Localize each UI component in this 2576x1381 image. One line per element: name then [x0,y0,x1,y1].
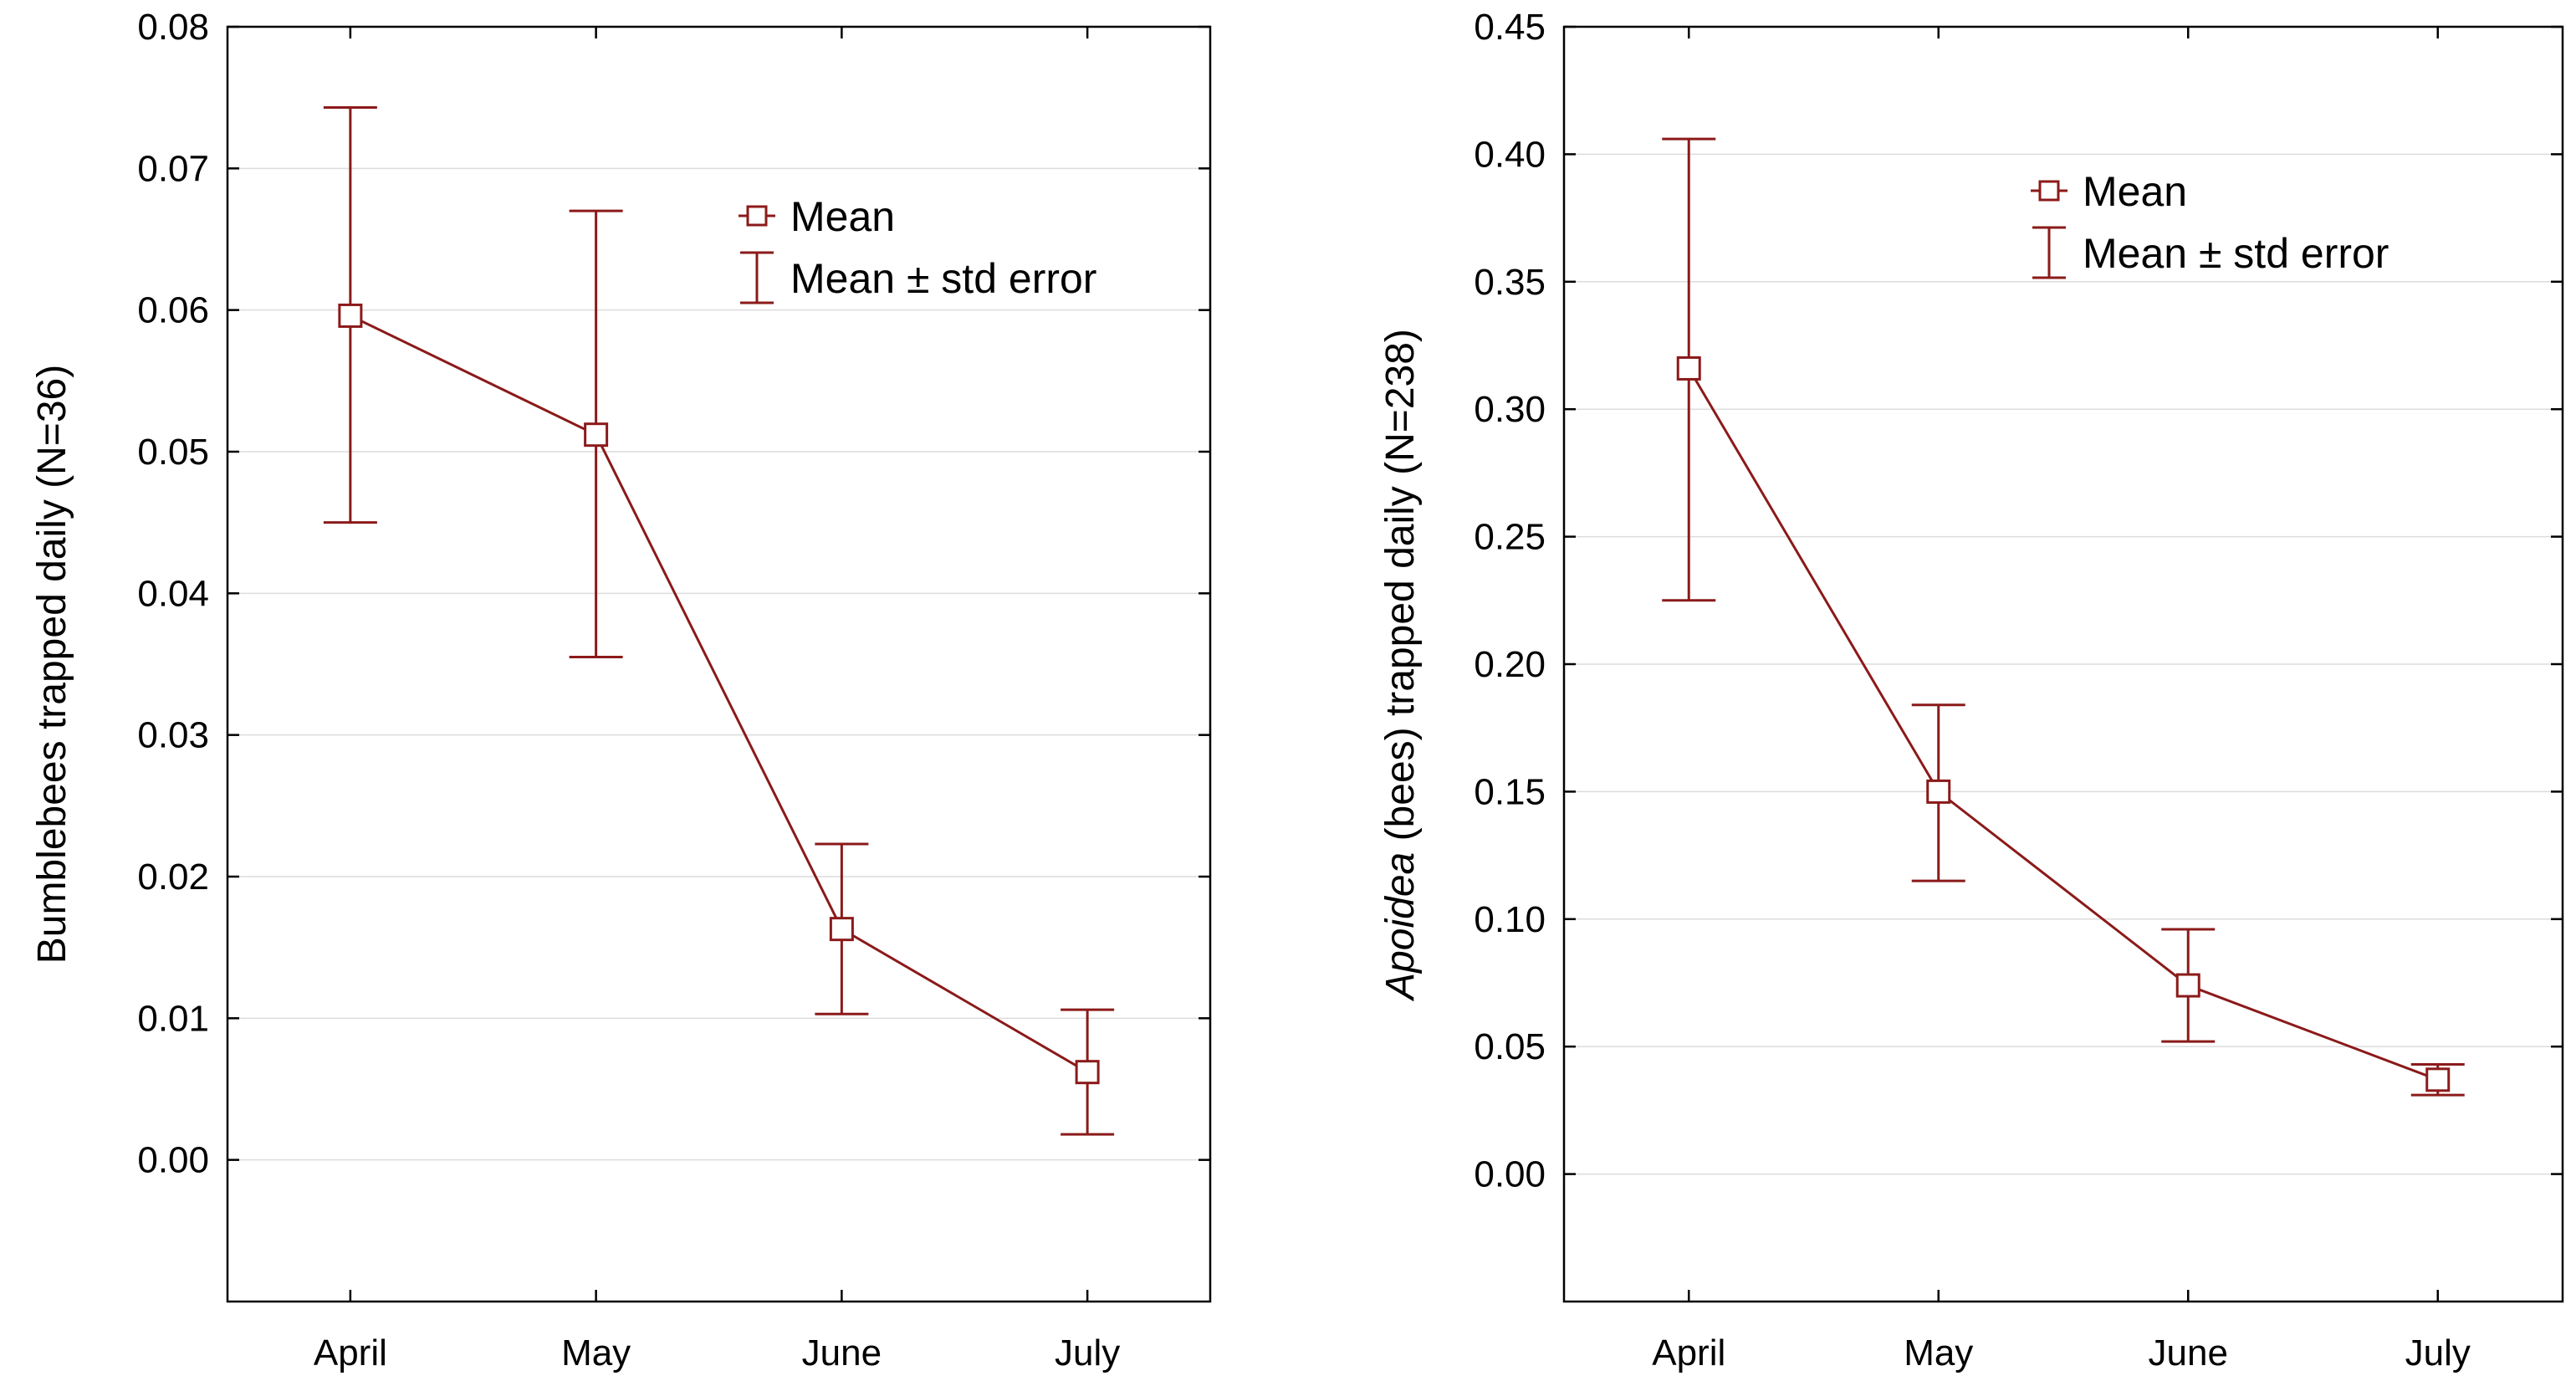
chart-bumblebees: 0.00 0.01 0.02 0.03 0.04 0.05 0.06 0.07 0.08 Apri… [30,7,1212,1373]
mean-marker [2425,1067,2451,1092]
legend-mean-label: Mean [2083,168,2187,215]
y-tick-label: 0.02 [137,857,209,898]
legend-mean-icon [746,205,768,227]
x-tick-label: July [2405,1332,2471,1373]
y-tick-label: 0.00 [137,1140,209,1181]
y-tick-label: 0.30 [1474,389,1546,430]
x-tick-label: July [1055,1332,1120,1373]
y-tick-label: 0.35 [1474,262,1546,303]
y-tick-label: 0.07 [137,148,209,189]
x-tick-label: April [1652,1332,1725,1373]
y-tick-label: 0.05 [137,432,209,473]
y-tick-label: 0.03 [137,715,209,756]
y-tick-label: 0.15 [1474,771,1546,812]
mean-marker [338,303,363,328]
x-tick-label: May [561,1332,631,1373]
legend-mean-icon [2038,180,2060,202]
chart-apoidea: 0.00 0.05 0.10 0.15 0.20 0.25 0.30 0.35 0.40 0.45… [1378,7,2564,1373]
mean-marker [2175,973,2200,998]
y-axis-label: Apoidea (bees) trapped daily (N=238) [1378,329,1423,1002]
y-axis-label: Bumblebees trapped daily (N=36) [30,365,74,964]
legend-error-label: Mean ± std error [2083,230,2389,277]
y-tick-label: 0.00 [1474,1154,1546,1195]
y-axis-label-italic: Apoidea [1378,852,1423,1002]
mean-marker [1926,779,1951,804]
mean-marker [584,422,609,448]
y-tick-label: 0.10 [1474,899,1546,940]
series-line [350,315,1088,1073]
y-tick-label: 0.40 [1474,134,1546,175]
plot-frame [226,25,1212,1303]
y-tick-label: 0.25 [1474,517,1546,558]
y-tick-label: 0.05 [1474,1026,1546,1067]
mean-marker [829,917,854,942]
x-tick-label: May [1904,1332,1973,1373]
mean-marker [1075,1060,1100,1085]
y-tick-label: 0.20 [1474,644,1546,685]
y-tick-label: 0.04 [137,573,209,614]
x-tick-label: April [314,1332,387,1373]
y-tick-label: 0.01 [137,998,209,1039]
y-tick-label: 0.06 [137,290,209,331]
x-tick-label: June [2149,1332,2228,1373]
legend-error-label: Mean ± std error [790,255,1096,302]
x-tick-label: June [802,1332,882,1373]
legend-mean-label: Mean [790,193,895,240]
y-tick-label: 0.45 [1474,7,1546,48]
mean-marker [1676,355,1701,381]
y-axis-label-rest: (bees) trapped daily (N=238) [1378,329,1423,852]
y-tick-label: 0.08 [137,7,209,48]
series-line [1687,367,2439,1082]
